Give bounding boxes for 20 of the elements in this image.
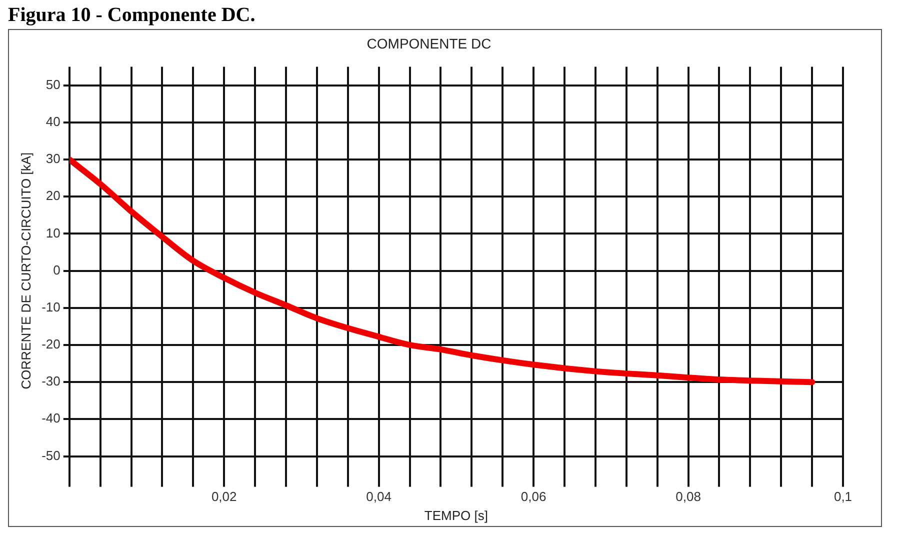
x-tick-label: 0,06 [520, 489, 546, 504]
y-tick-label: 50 [46, 76, 60, 92]
y-tick-label: 20 [46, 188, 60, 204]
y-tick-label: 10 [46, 225, 60, 240]
y-tick-label: -50 [42, 448, 60, 463]
y-tick-label: 40 [46, 114, 60, 130]
y-tick-label: -20 [42, 336, 60, 352]
y-tick-label: -30 [42, 374, 60, 389]
x-axis-title: TEMPO [s] [424, 508, 488, 523]
text: Figura 10 - Componente DC. [8, 4, 256, 27]
y-tick-label: 30 [46, 151, 60, 166]
x-tick-label: 0,1 [834, 489, 852, 504]
chart-title: COMPONENTE DC [366, 35, 492, 52]
y-tick-label: -10 [42, 299, 60, 314]
x-tick-label: 0,04 [366, 489, 392, 504]
x-tick-label: 0,08 [676, 489, 701, 504]
x-tick-label: 0,02 [211, 489, 237, 504]
y-axis-title: CORRENTE DE CURTO-CIRCUITO [kA] [18, 152, 34, 390]
y-tick-label: 0 [53, 262, 60, 278]
y-tick-label: -40 [42, 410, 60, 426]
